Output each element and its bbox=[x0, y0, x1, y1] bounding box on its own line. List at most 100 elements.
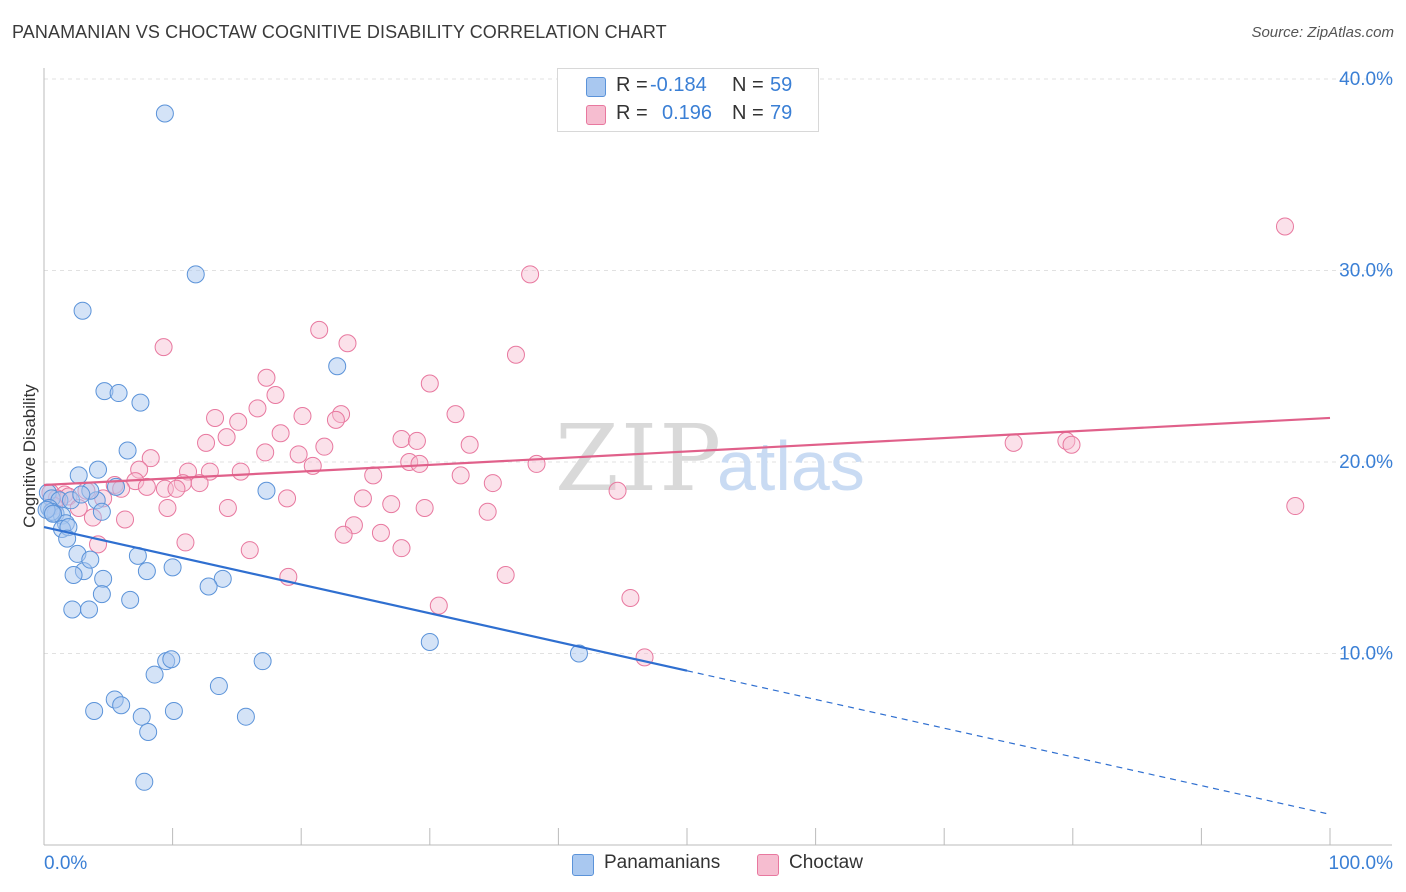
chart-title: PANAMANIAN VS CHOCTAW COGNITIVE DISABILI… bbox=[12, 22, 667, 42]
pink-swatch bbox=[586, 105, 606, 125]
watermark-zip: ZIP bbox=[555, 405, 723, 512]
panamanian-point bbox=[81, 550, 100, 569]
y-tick-label: 40.0% bbox=[1339, 69, 1393, 90]
choctaw-trend-line bbox=[43, 416, 1331, 487]
y-tick-label: 20.0% bbox=[1339, 452, 1393, 473]
choctaw-point bbox=[429, 596, 448, 615]
choctaw-point bbox=[332, 405, 351, 424]
panamanian-point bbox=[73, 301, 92, 320]
choctaw-point bbox=[382, 495, 401, 514]
panamanian-point bbox=[139, 723, 158, 742]
choctaw-point bbox=[240, 541, 259, 560]
choctaw-point bbox=[1062, 435, 1081, 454]
choctaw-point bbox=[266, 385, 285, 404]
legend-r-value: -0.184 bbox=[650, 74, 707, 96]
legend-r-label: R = bbox=[616, 74, 648, 96]
panamanian-point bbox=[72, 485, 91, 504]
panamanian-point bbox=[112, 696, 131, 715]
choctaw-point bbox=[310, 320, 329, 339]
panamanian-point bbox=[132, 707, 151, 726]
panamanian-point bbox=[137, 562, 156, 581]
panamanian-point bbox=[121, 590, 140, 609]
panamanian-point bbox=[163, 558, 182, 577]
choctaw-point bbox=[218, 498, 237, 517]
choctaw-point bbox=[137, 477, 156, 496]
choctaw-point bbox=[392, 430, 411, 449]
panamanian-point bbox=[209, 677, 228, 696]
choctaw-point bbox=[1004, 433, 1023, 452]
legend-label: Choctaw bbox=[789, 852, 863, 873]
choctaw-point bbox=[271, 424, 290, 443]
panamanian-point bbox=[213, 569, 232, 588]
panamanian-point bbox=[199, 577, 218, 596]
panamanian-point bbox=[109, 384, 128, 403]
pink-swatch bbox=[757, 854, 779, 876]
x-tick-label: 0.0% bbox=[44, 853, 87, 874]
choctaw-point bbox=[371, 523, 390, 542]
choctaw-point bbox=[289, 445, 308, 464]
choctaw-point bbox=[621, 588, 640, 607]
panamanian-point bbox=[164, 701, 183, 720]
panamanian-point bbox=[236, 707, 255, 726]
panamanian-point bbox=[85, 701, 104, 720]
panamanian-point bbox=[94, 569, 113, 588]
blue-swatch bbox=[572, 854, 594, 876]
panamanian-point bbox=[63, 600, 82, 619]
panamanian-point bbox=[69, 466, 88, 485]
source-credit: Source: ZipAtlas.com bbox=[1251, 24, 1394, 41]
panamanian-point bbox=[253, 652, 272, 671]
choctaw-point bbox=[179, 462, 198, 481]
panamanian-point bbox=[92, 585, 111, 604]
y-tick-label: 10.0% bbox=[1339, 644, 1393, 665]
correlation-legend: R = -0.184 N = 59 R = 0.196 N = 79 bbox=[557, 68, 819, 132]
panamanian-point bbox=[131, 393, 150, 412]
panamanians-trend-line bbox=[43, 526, 688, 672]
choctaw-point bbox=[353, 489, 372, 508]
x-tick-label: 100.0% bbox=[1329, 853, 1394, 874]
choctaw-point bbox=[410, 454, 429, 473]
choctaw-point bbox=[415, 498, 434, 517]
panamanian-point bbox=[92, 502, 111, 521]
legend-n-label: N = bbox=[732, 74, 764, 96]
grid-lines bbox=[44, 78, 1392, 654]
legend-r-label: R = bbox=[616, 102, 648, 124]
choctaw-point bbox=[158, 498, 177, 517]
choctaw-point bbox=[315, 437, 334, 456]
axes bbox=[43, 68, 1392, 846]
legend-n-value: 79 bbox=[770, 102, 793, 124]
panamanian-point bbox=[107, 477, 126, 496]
choctaw-point bbox=[116, 510, 135, 529]
legend-row-choctaw: R = 0.196 N = 79 bbox=[558, 100, 818, 128]
choctaw-point bbox=[217, 428, 236, 447]
panamanian-point bbox=[328, 357, 347, 376]
legend-row-panamanians: R = -0.184 N = 59 bbox=[558, 72, 818, 100]
legend-n-label: N = bbox=[732, 102, 764, 124]
choctaw-point bbox=[278, 489, 297, 508]
panamanian-point bbox=[162, 650, 181, 669]
blue-swatch bbox=[586, 77, 606, 97]
choctaw-point bbox=[141, 449, 160, 468]
choctaw-point bbox=[176, 533, 195, 552]
y-axis-label: Cognitive Disability bbox=[20, 384, 39, 528]
choctaw-point bbox=[483, 474, 502, 493]
legend-label: Panamanians bbox=[604, 852, 721, 873]
panamanians-trend-extension bbox=[686, 670, 1331, 815]
panamanian-point bbox=[89, 460, 108, 479]
choctaw-point bbox=[229, 412, 248, 431]
choctaw-point bbox=[293, 407, 312, 426]
panamanian-point bbox=[186, 265, 205, 284]
choctaw-point bbox=[521, 265, 540, 284]
trend-lines bbox=[43, 416, 1331, 815]
choctaw-point bbox=[231, 462, 250, 481]
panamanian-point bbox=[420, 633, 439, 652]
watermark-atlas: atlas bbox=[717, 427, 865, 505]
legend-r-value: 0.196 bbox=[662, 102, 713, 124]
choctaw-point bbox=[478, 502, 497, 521]
panamanian-point bbox=[118, 441, 137, 460]
choctaw-point bbox=[496, 565, 515, 584]
choctaw-point bbox=[248, 399, 267, 418]
choctaw-point bbox=[326, 410, 345, 429]
choctaw-point bbox=[460, 435, 479, 454]
choctaw-point bbox=[130, 460, 149, 479]
